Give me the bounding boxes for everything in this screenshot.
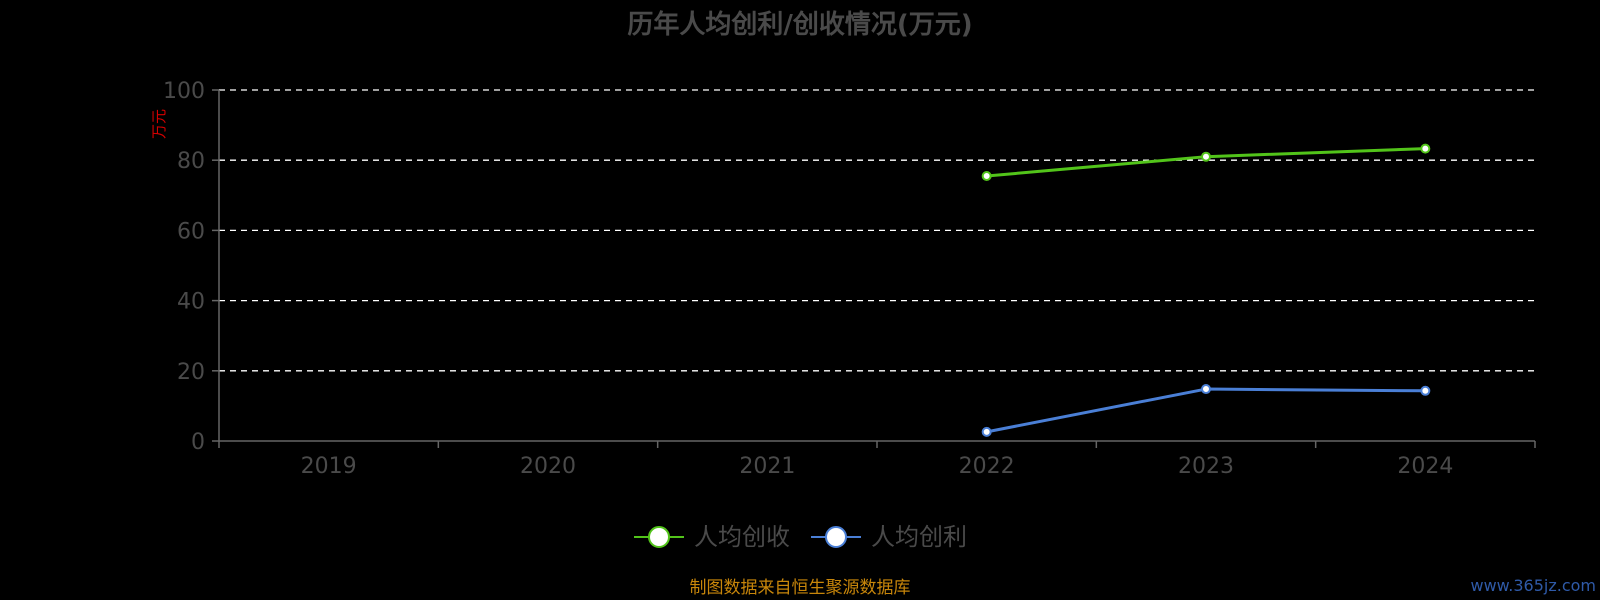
data-point[interactable] xyxy=(981,170,992,181)
legend-label: 人均创收 xyxy=(694,523,790,551)
legend-item[interactable]: 人均创收 xyxy=(634,523,790,551)
legend-marker-icon xyxy=(825,526,847,548)
series-lines xyxy=(981,143,1431,437)
series-2 xyxy=(981,384,1431,437)
x-tick-label: 2022 xyxy=(959,454,1015,479)
y-tick-label: 100 xyxy=(163,79,205,104)
series-line xyxy=(986,387,1426,434)
y-tick-label: 20 xyxy=(177,360,205,385)
x-tick-label: 2019 xyxy=(301,454,357,479)
x-tick-label: 2021 xyxy=(739,454,795,479)
legend-label: 人均创利 xyxy=(871,523,967,551)
legend-item[interactable]: 人均创利 xyxy=(811,523,967,551)
data-point[interactable] xyxy=(1201,384,1211,395)
x-tick-label: 2024 xyxy=(1397,454,1453,479)
watermark: www.365jz.com xyxy=(1470,576,1596,595)
data-point[interactable] xyxy=(1420,143,1431,154)
y-tick-label: 80 xyxy=(177,149,205,174)
y-tick-label: 60 xyxy=(177,219,205,244)
data-source-note: 制图数据来自恒生聚源数据库 xyxy=(690,578,911,598)
axes: 0 20 40 60 80 100 2019 2020 2021 2022 2023 2024 xyxy=(163,79,1536,479)
data-point[interactable] xyxy=(1201,151,1211,162)
y-tick-label: 0 xyxy=(191,430,205,455)
data-point[interactable] xyxy=(981,426,992,437)
data-point[interactable] xyxy=(1420,385,1431,396)
series-1 xyxy=(981,143,1431,181)
y-axis-unit-label: 万元 xyxy=(150,109,168,139)
legend[interactable]: 人均创收 人均创利 xyxy=(634,523,967,551)
grid-lines xyxy=(219,89,1535,372)
legend-marker-icon xyxy=(648,526,670,548)
chart-title: 历年人均创利/创收情况(万元) xyxy=(627,9,972,40)
y-tick-label: 40 xyxy=(177,290,205,315)
x-tick-label: 2020 xyxy=(520,454,576,479)
x-tick-label: 2023 xyxy=(1178,454,1234,479)
